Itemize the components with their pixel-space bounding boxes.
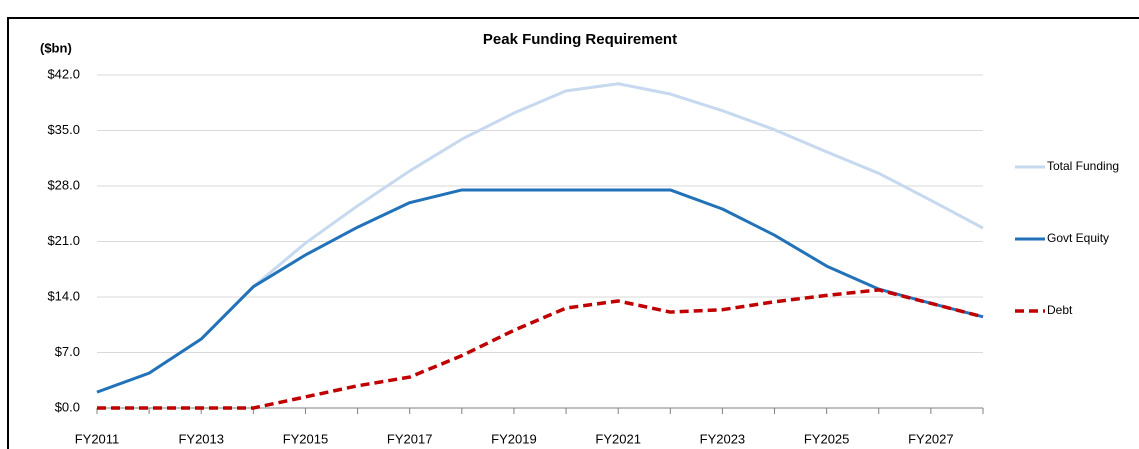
- legend-label: Debt: [1047, 303, 1073, 317]
- x-tick-label: FY2017: [387, 431, 433, 446]
- x-tick-label: FY2025: [804, 431, 850, 446]
- series-line: [97, 288, 984, 410]
- y-axis-label: ($bn): [40, 40, 72, 55]
- y-tick-label: $14.0: [47, 288, 80, 303]
- x-tick-label: FY2027: [908, 431, 954, 446]
- y-tick-label: $35.0: [47, 122, 80, 137]
- x-tick-label: FY2013: [178, 431, 224, 446]
- y-tick-label: $21.0: [47, 233, 80, 248]
- x-tick-label: FY2019: [491, 431, 537, 446]
- series-line: [96, 188, 984, 394]
- x-tick-label: FY2023: [700, 431, 746, 446]
- y-tick-label: $7.0: [55, 344, 80, 359]
- y-tick-label: $0.0: [55, 399, 80, 414]
- y-tick-label: $42.0: [47, 66, 80, 81]
- legend-label: Govt Equity: [1047, 231, 1109, 245]
- x-tick-label: FY2021: [595, 431, 641, 446]
- series-line: [96, 82, 984, 394]
- x-tick-label: FY2015: [283, 431, 329, 446]
- y-tick-label: $28.0: [47, 177, 80, 192]
- chart-title: Peak Funding Requirement: [483, 31, 677, 48]
- x-tick-label: FY2011: [75, 431, 120, 446]
- chart-frame: [7, 17, 1139, 449]
- legend-label: Total Funding: [1047, 159, 1119, 173]
